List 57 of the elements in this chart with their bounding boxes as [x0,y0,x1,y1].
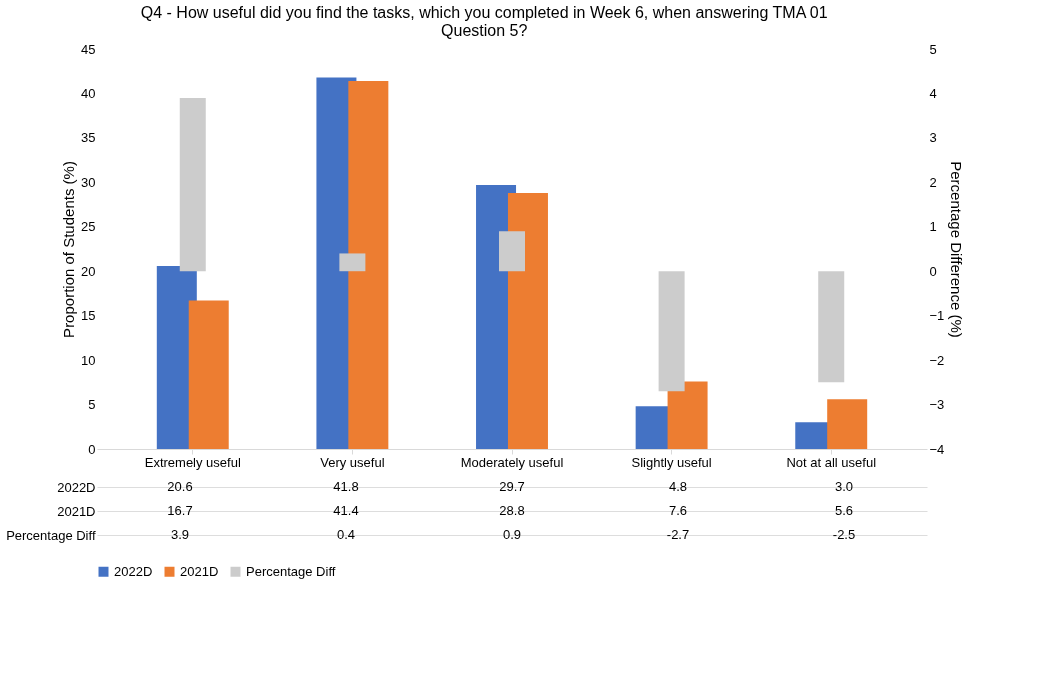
y2-tick-label: 0 [929,263,937,279]
y-tick-label: 35 [81,130,96,146]
data-label: 5.6 [834,503,854,518]
y2-tick-label: −2 [929,352,945,368]
data-label: 20.6 [167,479,193,494]
y2-tick-label: 1 [929,219,937,235]
bar [827,399,868,449]
text: 2021D [57,503,96,519]
y-tick-label: 15 [81,308,96,324]
y2-tick-label: 3 [929,130,937,146]
data-label: 3.9 [170,527,190,542]
bar [499,231,525,272]
legend-label: 2021D [180,563,219,579]
y2-tick-label: 5 [929,41,937,57]
y-axis-title: Proportion of Students (%) [60,161,78,338]
data-label: 4.8 [668,479,688,494]
y-tick-label: 45 [81,41,96,57]
y-tick-label: 10 [81,352,96,368]
chart-title: Q4 - How useful did you find the tasks, which you completed in Week 6, when answering TMA 01 Question 5? [140,4,828,39]
bar [818,271,845,383]
bar [188,300,229,449]
x-tick-label: Not at all useful [786,454,877,470]
y-tick-label: 20 [81,263,96,279]
x-tick-label: Very useful [320,454,385,470]
legend-label: 2022D [114,563,153,579]
y-tick-label: 30 [81,174,96,190]
data-label: 0.4 [336,527,356,542]
data-label: 29.7 [499,479,525,494]
text: 2022D [57,479,96,495]
data-label: 28.8 [499,503,525,518]
x-tick-label: Moderately useful [460,454,564,470]
data-label: 3.0 [834,479,854,494]
y2-tick-label: 2 [929,174,937,190]
bar [339,253,366,272]
data-label: 41.8 [333,479,359,494]
data-label: -2.5 [832,527,856,542]
x-tick-label: Slightly useful [631,454,712,470]
y-tick-label: 25 [81,219,96,235]
data-label: 0.9 [502,527,522,542]
y-tick-label: 5 [88,397,96,413]
bar [348,81,389,449]
data-label: -2.7 [666,527,690,542]
y2-axis-title: Percentage Difference (%) [948,161,966,338]
data-label: 41.4 [333,503,359,518]
text: Percentage Diff [6,527,96,543]
y-tick-label: 0 [88,441,96,457]
bar [667,381,708,449]
y-tick-label: 40 [81,85,96,101]
bar [507,193,548,449]
data-label: 16.7 [167,503,193,518]
y2-tick-label: 4 [929,85,937,101]
y2-tick-label: −1 [929,308,945,324]
y2-tick-label: −3 [929,397,945,413]
data-label: 7.6 [668,503,688,518]
y2-tick-label: −4 [929,441,945,457]
x-tick-label: Extremely useful [144,454,241,470]
legend-label: Percentage Diff [246,563,336,579]
